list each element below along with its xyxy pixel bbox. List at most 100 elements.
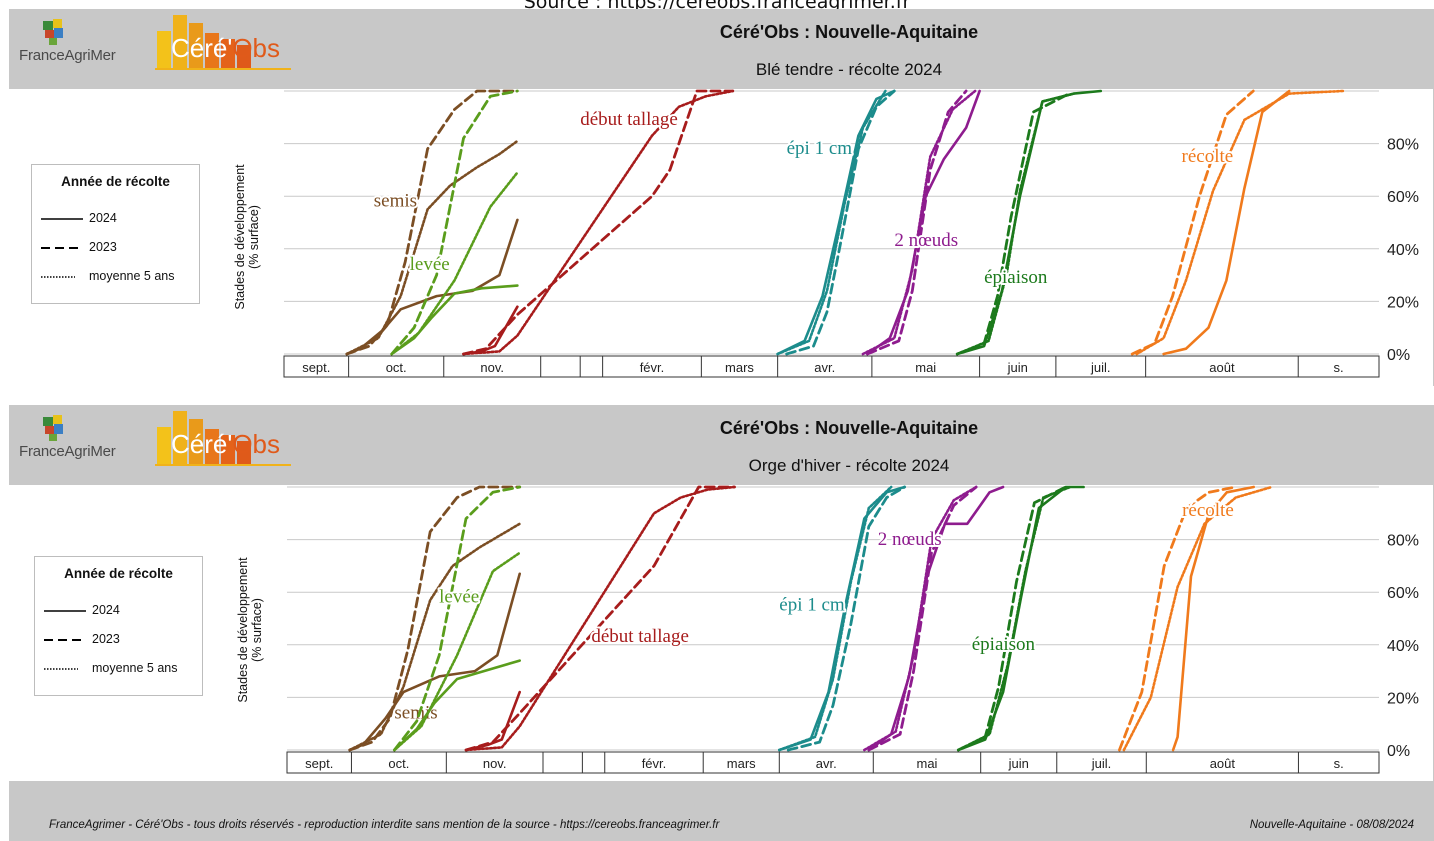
cereobs-wordmark: Céré'Obs	[171, 33, 280, 64]
series-y2023-récolte	[1130, 89, 1255, 356]
series-y5ans-début-tallage	[464, 485, 736, 752]
stage-label: épi 1 cm	[787, 138, 853, 159]
series-y2024-2-nœuds	[866, 89, 981, 356]
month-label: août	[1210, 756, 1236, 771]
stage-label: épi 1 cm	[779, 595, 845, 616]
month-label: juil.	[1091, 756, 1112, 771]
franceagrimer-logo: FranceAgriMer	[19, 415, 119, 471]
series-y2023-récolte	[1118, 485, 1238, 752]
y-tick-label: 80%	[1387, 533, 1419, 550]
legend-title: Année de récolte	[64, 566, 173, 581]
legend-label-2024: 2024	[89, 211, 117, 225]
chart-title: Céré'Obs : Nouvelle-Aquitaine	[719, 418, 979, 438]
series-y2024-levée	[390, 284, 519, 356]
franceagrimer-mark-icon	[43, 19, 63, 45]
franceagrimer-logo: FranceAgriMer	[19, 19, 119, 75]
footer-region-date: Nouvelle-Aquitaine - 08/08/2024	[1249, 819, 1414, 831]
month-label: févr.	[642, 756, 667, 771]
series-y2024-récolte	[1162, 89, 1291, 356]
cereobs-wordmark-part-1: Céré	[171, 429, 228, 459]
cereobs-bars-icon	[155, 411, 291, 466]
legend-label-moyenne: moyenne 5 ans	[92, 661, 178, 675]
series-y2023-2-nœuds	[866, 89, 968, 356]
y-tick-label: 60%	[1387, 189, 1419, 206]
series-y5ans-récolte	[1122, 485, 1273, 752]
source-caption: Source : https://cereobs.franceagrimer.f…	[523, 0, 911, 11]
stage-label: récolte	[1182, 146, 1234, 167]
stage-chart: 0% 20% 40% 60% 80% sept. oct. nov. févr. mars avr.…	[286, 485, 1419, 774]
month-label: s.	[1334, 360, 1344, 375]
series-y2023-épi-1-cm	[786, 485, 906, 752]
stage-label: épiaison	[972, 634, 1036, 655]
month-label: juin	[1007, 360, 1028, 375]
stage-label: levée	[410, 254, 450, 275]
month-axis: sept. oct. nov. févr. mars avr. mai juin juil. ao…	[286, 751, 1380, 774]
cereobs-wordmark: Céré'Obs	[171, 429, 280, 460]
chart-subtitle: Orge d'hiver - récolte 2024	[748, 456, 950, 475]
cereobs-wordmark-part-2: '	[227, 429, 233, 459]
series-y2023-début-tallage	[462, 89, 735, 356]
y-tick-label: 60%	[1387, 585, 1419, 602]
legend: Année de récolte 2024 2023 moyenne 5 ans	[31, 164, 200, 304]
series-y2024-levée	[393, 659, 521, 752]
series-y2023-semis	[348, 485, 522, 752]
chart-subtitle: Blé tendre - récolte 2024	[755, 60, 943, 79]
franceagrimer-wordmark: FranceAgriMer	[19, 47, 116, 64]
month-label: nov.	[483, 756, 507, 771]
footer-copyright: FranceAgrimer - Céré'Obs - tous droits r…	[49, 819, 720, 831]
month-label: févr.	[640, 360, 665, 375]
series-y2023-épi-1-cm	[785, 89, 896, 356]
cereobs-bars-icon	[155, 15, 291, 70]
legend-title: Année de récolte	[61, 174, 170, 189]
month-label: avr.	[816, 756, 837, 771]
legend-dotted-line-icon	[41, 276, 75, 278]
stage-label: récolte	[1182, 500, 1234, 521]
legend-label-2023: 2023	[89, 240, 117, 254]
franceagrimer-wordmark: FranceAgriMer	[19, 443, 116, 460]
month-label: mars	[727, 756, 756, 771]
series-y5ans-récolte	[1135, 89, 1345, 356]
legend-item-2023: 2023	[39, 240, 197, 256]
series-y2023-épiaison	[955, 92, 1071, 356]
legend-dotted-line-icon	[44, 668, 78, 670]
legend-item-2023: 2023	[42, 632, 200, 648]
legend-item-2024: 2024	[39, 211, 197, 227]
y-tick-label: 40%	[1387, 638, 1419, 655]
legend-dashed-line-icon	[41, 247, 83, 249]
y-tick-label: 20%	[1387, 294, 1419, 311]
month-label: août	[1209, 360, 1235, 375]
month-label: mars	[725, 360, 754, 375]
chart-panel-orge-hiver: FranceAgriMer Céré'Obs Céré'Obs : Nouvel…	[0, 405, 1434, 841]
cereobs-wordmark-part-2: '	[227, 33, 233, 63]
cereobs-wordmark-part-1: Céré	[171, 33, 228, 63]
month-label: mai	[917, 756, 938, 771]
series-y2024-épi-1-cm	[776, 89, 896, 356]
series-y2024-récolte	[1171, 485, 1255, 752]
month-label: s.	[1334, 756, 1344, 771]
series-y2023-levée	[393, 485, 522, 752]
series-y5ans-épi-1-cm	[778, 485, 893, 752]
month-label: nov.	[480, 360, 504, 375]
cereobs-logo: Céré'Obs	[155, 409, 295, 467]
plot-background	[0, 485, 1433, 781]
y-tick-label: 40%	[1387, 242, 1419, 259]
cereobs-wordmark-part-3: Obs	[232, 33, 281, 63]
series-y5ans-semis	[348, 522, 521, 752]
stage-label: 2 nœuds	[878, 529, 942, 550]
stage-label: 2 nœuds	[894, 230, 958, 251]
series-y2024-début-tallage	[462, 305, 519, 356]
series-y5ans-semis	[345, 139, 519, 356]
series-y2024-épiaison	[955, 89, 1103, 356]
series-y5ans-épiaison	[957, 485, 1072, 752]
legend-solid-line-icon	[44, 610, 86, 612]
legend-item-moyenne: moyenne 5 ans	[39, 269, 197, 285]
series-y2023-semis	[345, 89, 519, 356]
legend-dashed-line-icon	[44, 639, 86, 641]
month-label: sept.	[302, 360, 330, 375]
stage-chart: 0% 20% 40% 60% 80% sept. oct. nov. févr. mars avr.…	[283, 89, 1419, 378]
cereobs-logo: Céré'Obs	[155, 13, 295, 71]
franceagrimer-mark-icon	[43, 415, 63, 441]
month-label: sept.	[305, 756, 333, 771]
series-y5ans-2-nœuds	[861, 89, 977, 356]
stage-label: épiaison	[984, 267, 1048, 288]
